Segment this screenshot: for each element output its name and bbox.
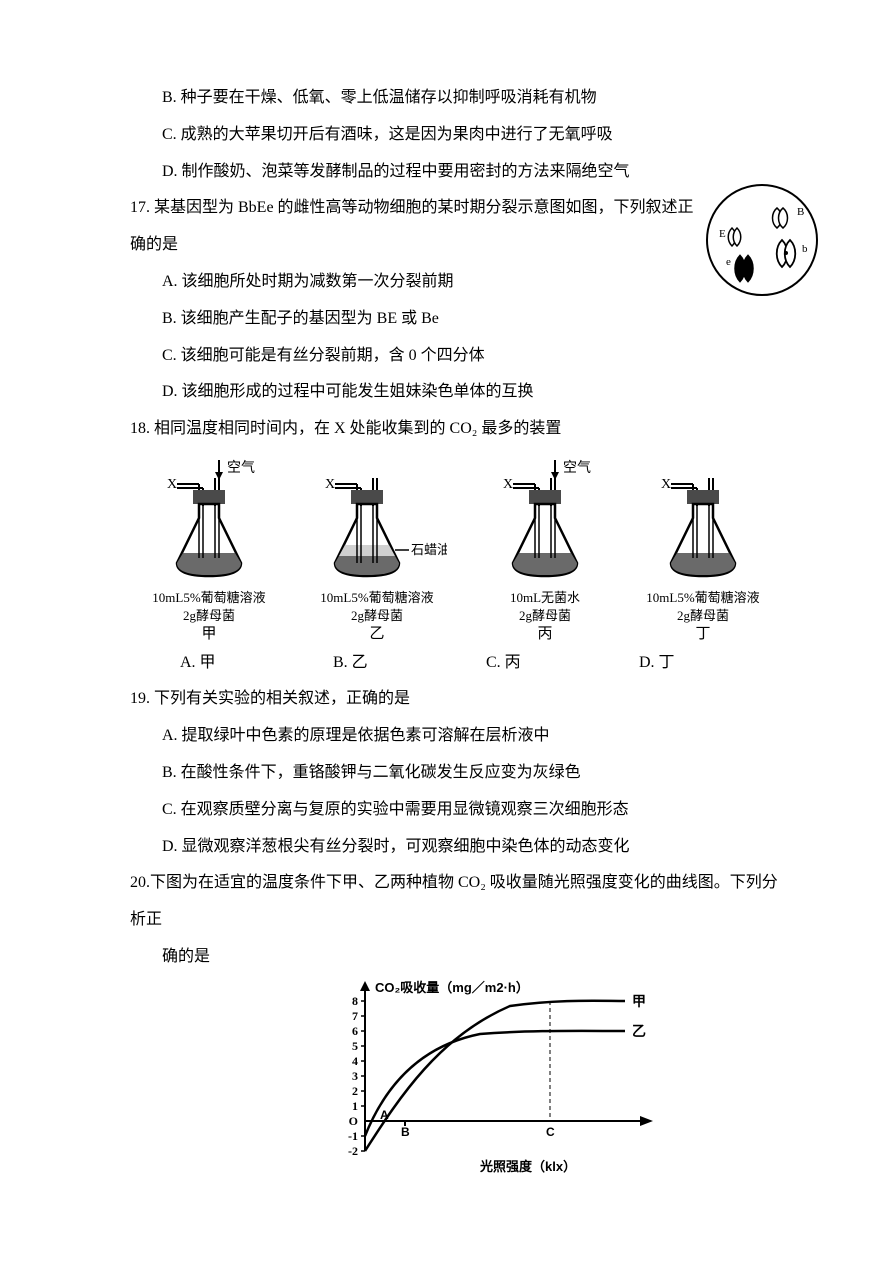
svg-text:X: X bbox=[661, 477, 671, 492]
flask-bing-name: 丙 bbox=[537, 625, 552, 645]
svg-text:7: 7 bbox=[352, 1009, 358, 1023]
q18-flask-row: 空气 X 10mL5%葡萄糖溶液 2g酵母菌 甲 X bbox=[130, 458, 782, 645]
paraffin-label: 石蜡油 bbox=[411, 542, 447, 557]
flask-yi-name: 乙 bbox=[369, 625, 384, 645]
svg-text:X: X bbox=[325, 477, 335, 492]
svg-text:3: 3 bbox=[352, 1069, 358, 1083]
svg-text:X: X bbox=[167, 477, 177, 492]
q20-chart: -2 -1 O 1 2 3 4 5 6 7 8 CO₂吸收量（mg／m2·h） … bbox=[310, 976, 690, 1187]
chart-mark-c: C bbox=[546, 1125, 555, 1139]
flask-yi-caption2: 2g酵母菌 bbox=[351, 608, 403, 624]
q18-answer-b: B. 乙 bbox=[303, 645, 456, 682]
flask-bing: 空气 X 10mL无菌水 2g酵母菌 丙 bbox=[485, 458, 605, 645]
flask-jia-caption2: 2g酵母菌 bbox=[183, 608, 235, 624]
flask-bing-caption2: 2g酵母菌 bbox=[519, 608, 571, 624]
svg-text:5: 5 bbox=[352, 1039, 358, 1053]
q16-option-b: B. 种子要在干燥、低氧、零上低温储存以抑制呼吸消耗有机物 bbox=[130, 80, 782, 117]
cell-label-e-lower: e bbox=[726, 256, 731, 268]
q19-stem: 19. 下列有关实验的相关叙述，正确的是 bbox=[130, 681, 782, 718]
series-yi-label: 乙 bbox=[632, 1023, 646, 1039]
flask-ding-name: 丁 bbox=[695, 625, 710, 645]
cell-label-e-upper: E bbox=[719, 228, 726, 240]
q17-stem-line2: 确的是 bbox=[130, 227, 782, 264]
svg-text:1: 1 bbox=[352, 1099, 358, 1113]
flask-ding-caption1: 10mL5%葡萄糖溶液 bbox=[646, 590, 759, 606]
q18-stem: 18. 相同温度相同时间内，在 X 处能收集到的 CO₂ 最多的装置 bbox=[130, 411, 782, 448]
flask-ding: X 10mL5%葡萄糖溶液 2g酵母菌 丁 bbox=[643, 458, 763, 645]
air-label-jia: 空气 bbox=[227, 460, 255, 476]
flask-bing-caption1: 10mL无菌水 bbox=[510, 590, 580, 606]
flask-jia-caption1: 10mL5%葡萄糖溶液 bbox=[152, 590, 265, 606]
svg-text:8: 8 bbox=[352, 994, 358, 1008]
svg-text:2: 2 bbox=[352, 1084, 358, 1098]
q19-option-a: A. 提取绿叶中色素的原理是依据色素可溶解在层析液中 bbox=[130, 718, 782, 755]
q16-option-d: D. 制作酸奶、泡菜等发酵制品的过程中要用密封的方法来隔绝空气 bbox=[130, 154, 782, 191]
chart-x-label: 光照强度（klx） bbox=[479, 1159, 576, 1174]
q16-option-c: C. 成熟的大苹果切开后有酒味，这是因为果肉中进行了无氧呼吸 bbox=[130, 117, 782, 154]
chart-mark-b: B bbox=[401, 1125, 410, 1139]
svg-text:-2: -2 bbox=[348, 1144, 358, 1158]
chart-y-label: CO₂吸收量（mg／m2·h） bbox=[375, 980, 529, 995]
q18-answer-a: A. 甲 bbox=[150, 645, 303, 682]
q18-answer-d: D. 丁 bbox=[609, 645, 762, 682]
q20-stem-line3: 确的是 bbox=[162, 948, 210, 965]
flask-yi: X 石蜡油 10mL5%葡萄糖溶液 2g酵母菌 乙 bbox=[307, 458, 447, 645]
q18-answers: A. 甲 B. 乙 C. 丙 D. 丁 bbox=[130, 645, 782, 682]
flask-ding-caption2: 2g酵母菌 bbox=[677, 608, 729, 624]
chart-mark-a: A bbox=[380, 1108, 389, 1122]
flask-jia-name: 甲 bbox=[201, 625, 216, 645]
svg-text:-1: -1 bbox=[348, 1129, 358, 1143]
q17-option-d: D. 该细胞形成的过程中可能发生姐妹染色单体的互换 bbox=[130, 374, 782, 411]
q19-option-c: C. 在观察质壁分离与复原的实验中需要用显微镜观察三次细胞形态 bbox=[130, 792, 782, 829]
q17-option-a: A. 该细胞所处时期为减数第一次分裂前期 bbox=[130, 264, 782, 301]
svg-text:4: 4 bbox=[352, 1054, 358, 1068]
svg-text:O: O bbox=[349, 1114, 358, 1128]
q17-cell-diagram: B b E e bbox=[702, 180, 822, 315]
cell-label-b-upper: B bbox=[797, 206, 804, 218]
q17-stem-line1: 17. 某基因型为 BbEe 的雌性高等动物细胞的某时期分裂示意图如图，下列叙述… bbox=[130, 199, 694, 216]
flask-yi-caption1: 10mL5%葡萄糖溶液 bbox=[320, 590, 433, 606]
svg-text:X: X bbox=[503, 477, 513, 492]
q20-stem-line1: 20.下图为在适宜的温度条件下甲、乙两种植物 CO₂ 吸收量随光照强度变化的曲线… bbox=[130, 865, 782, 902]
q19-option-b: B. 在酸性条件下，重铬酸钾与二氧化碳发生反应变为灰绿色 bbox=[130, 755, 782, 792]
q17-option-b: B. 该细胞产生配子的基因型为 BE 或 Be bbox=[130, 301, 782, 338]
q18-answer-c: C. 丙 bbox=[456, 645, 609, 682]
svg-text:6: 6 bbox=[352, 1024, 358, 1038]
q17-stem: 17. 某基因型为 BbEe 的雌性高等动物细胞的某时期分裂示意图如图，下列叙述… bbox=[130, 190, 782, 227]
q20-stem-line2: 析正 bbox=[130, 902, 782, 939]
flask-jia: 空气 X 10mL5%葡萄糖溶液 2g酵母菌 甲 bbox=[149, 458, 269, 645]
q17-option-c: C. 该细胞可能是有丝分裂前期，含 0 个四分体 bbox=[130, 338, 782, 375]
cell-label-b-lower: b bbox=[802, 243, 808, 255]
series-jia-label: 甲 bbox=[632, 993, 646, 1009]
q19-option-d: D. 显微观察洋葱根尖有丝分裂时，可观察细胞中染色体的动态变化 bbox=[130, 829, 782, 866]
air-label-bing: 空气 bbox=[563, 460, 591, 476]
